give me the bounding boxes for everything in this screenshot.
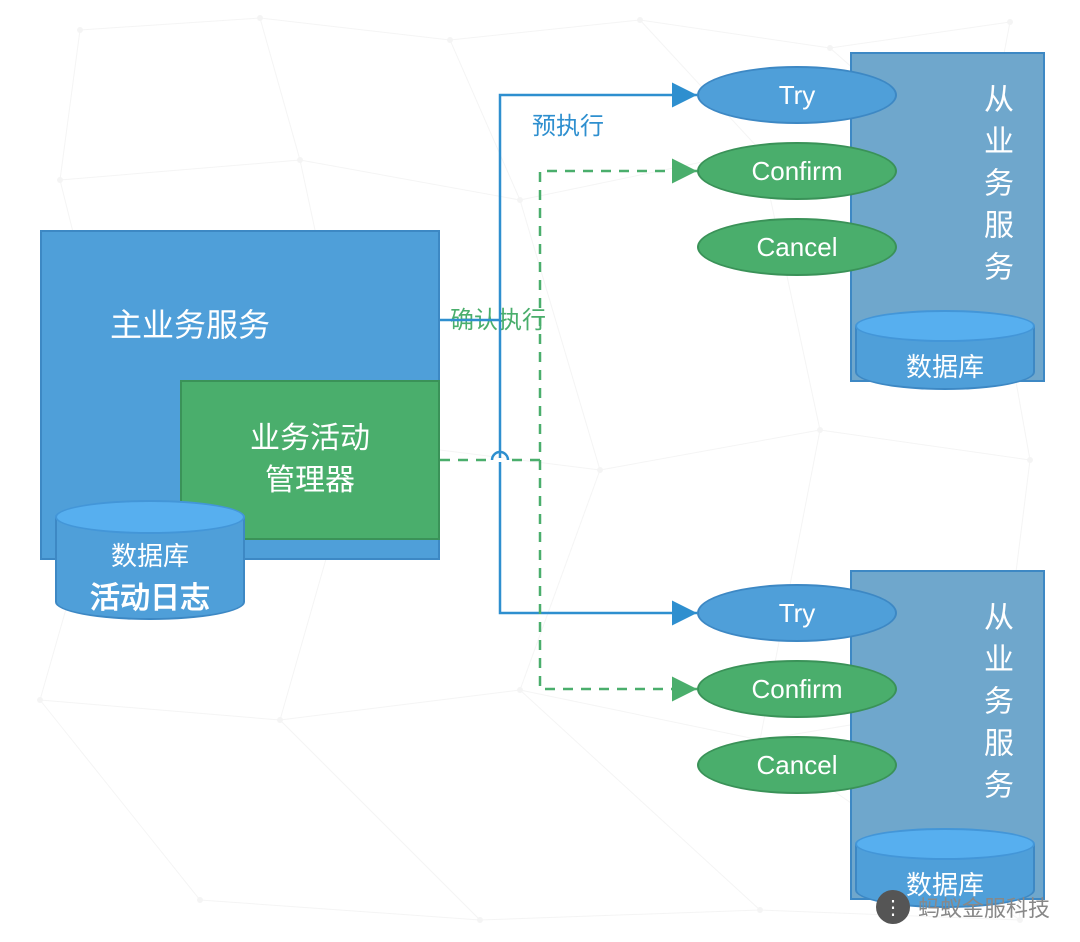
watermark-icon: ⋮	[876, 890, 910, 924]
edge-label-1: 确认执行	[450, 300, 546, 335]
operation-confirm-1: Confirm	[697, 660, 897, 718]
operation-cancel-1: Cancel	[697, 736, 897, 794]
main-service-label: 主业务服务	[110, 300, 270, 346]
connector-1	[500, 320, 697, 613]
operation-try-1: Try	[697, 584, 897, 642]
main-db-cylinder: 数据库活动日志	[55, 500, 245, 620]
activity-manager-label-1: 业务活动	[250, 418, 370, 460]
edge-label-0: 预执行	[532, 106, 604, 141]
watermark-text: 蚂蚁金服科技	[918, 891, 1050, 923]
diagram-root: 主业务服务 业务活动 管理器 数据库活动日志 从业务服务 Try Confirm Ca…	[0, 0, 1080, 942]
slave-service-label-0: 从业务服务	[970, 70, 1020, 305]
connector-3	[540, 460, 697, 689]
operation-confirm-0: Confirm	[697, 142, 897, 200]
operation-try-0: Try	[697, 66, 897, 124]
operation-cancel-0: Cancel	[697, 218, 897, 276]
watermark: ⋮ 蚂蚁金服科技	[876, 890, 1050, 924]
slave-service-label-1: 从业务服务	[970, 588, 1020, 823]
activity-manager-label-2: 管理器	[250, 460, 370, 502]
slave-db-cylinder-0: 数据库	[855, 310, 1035, 390]
